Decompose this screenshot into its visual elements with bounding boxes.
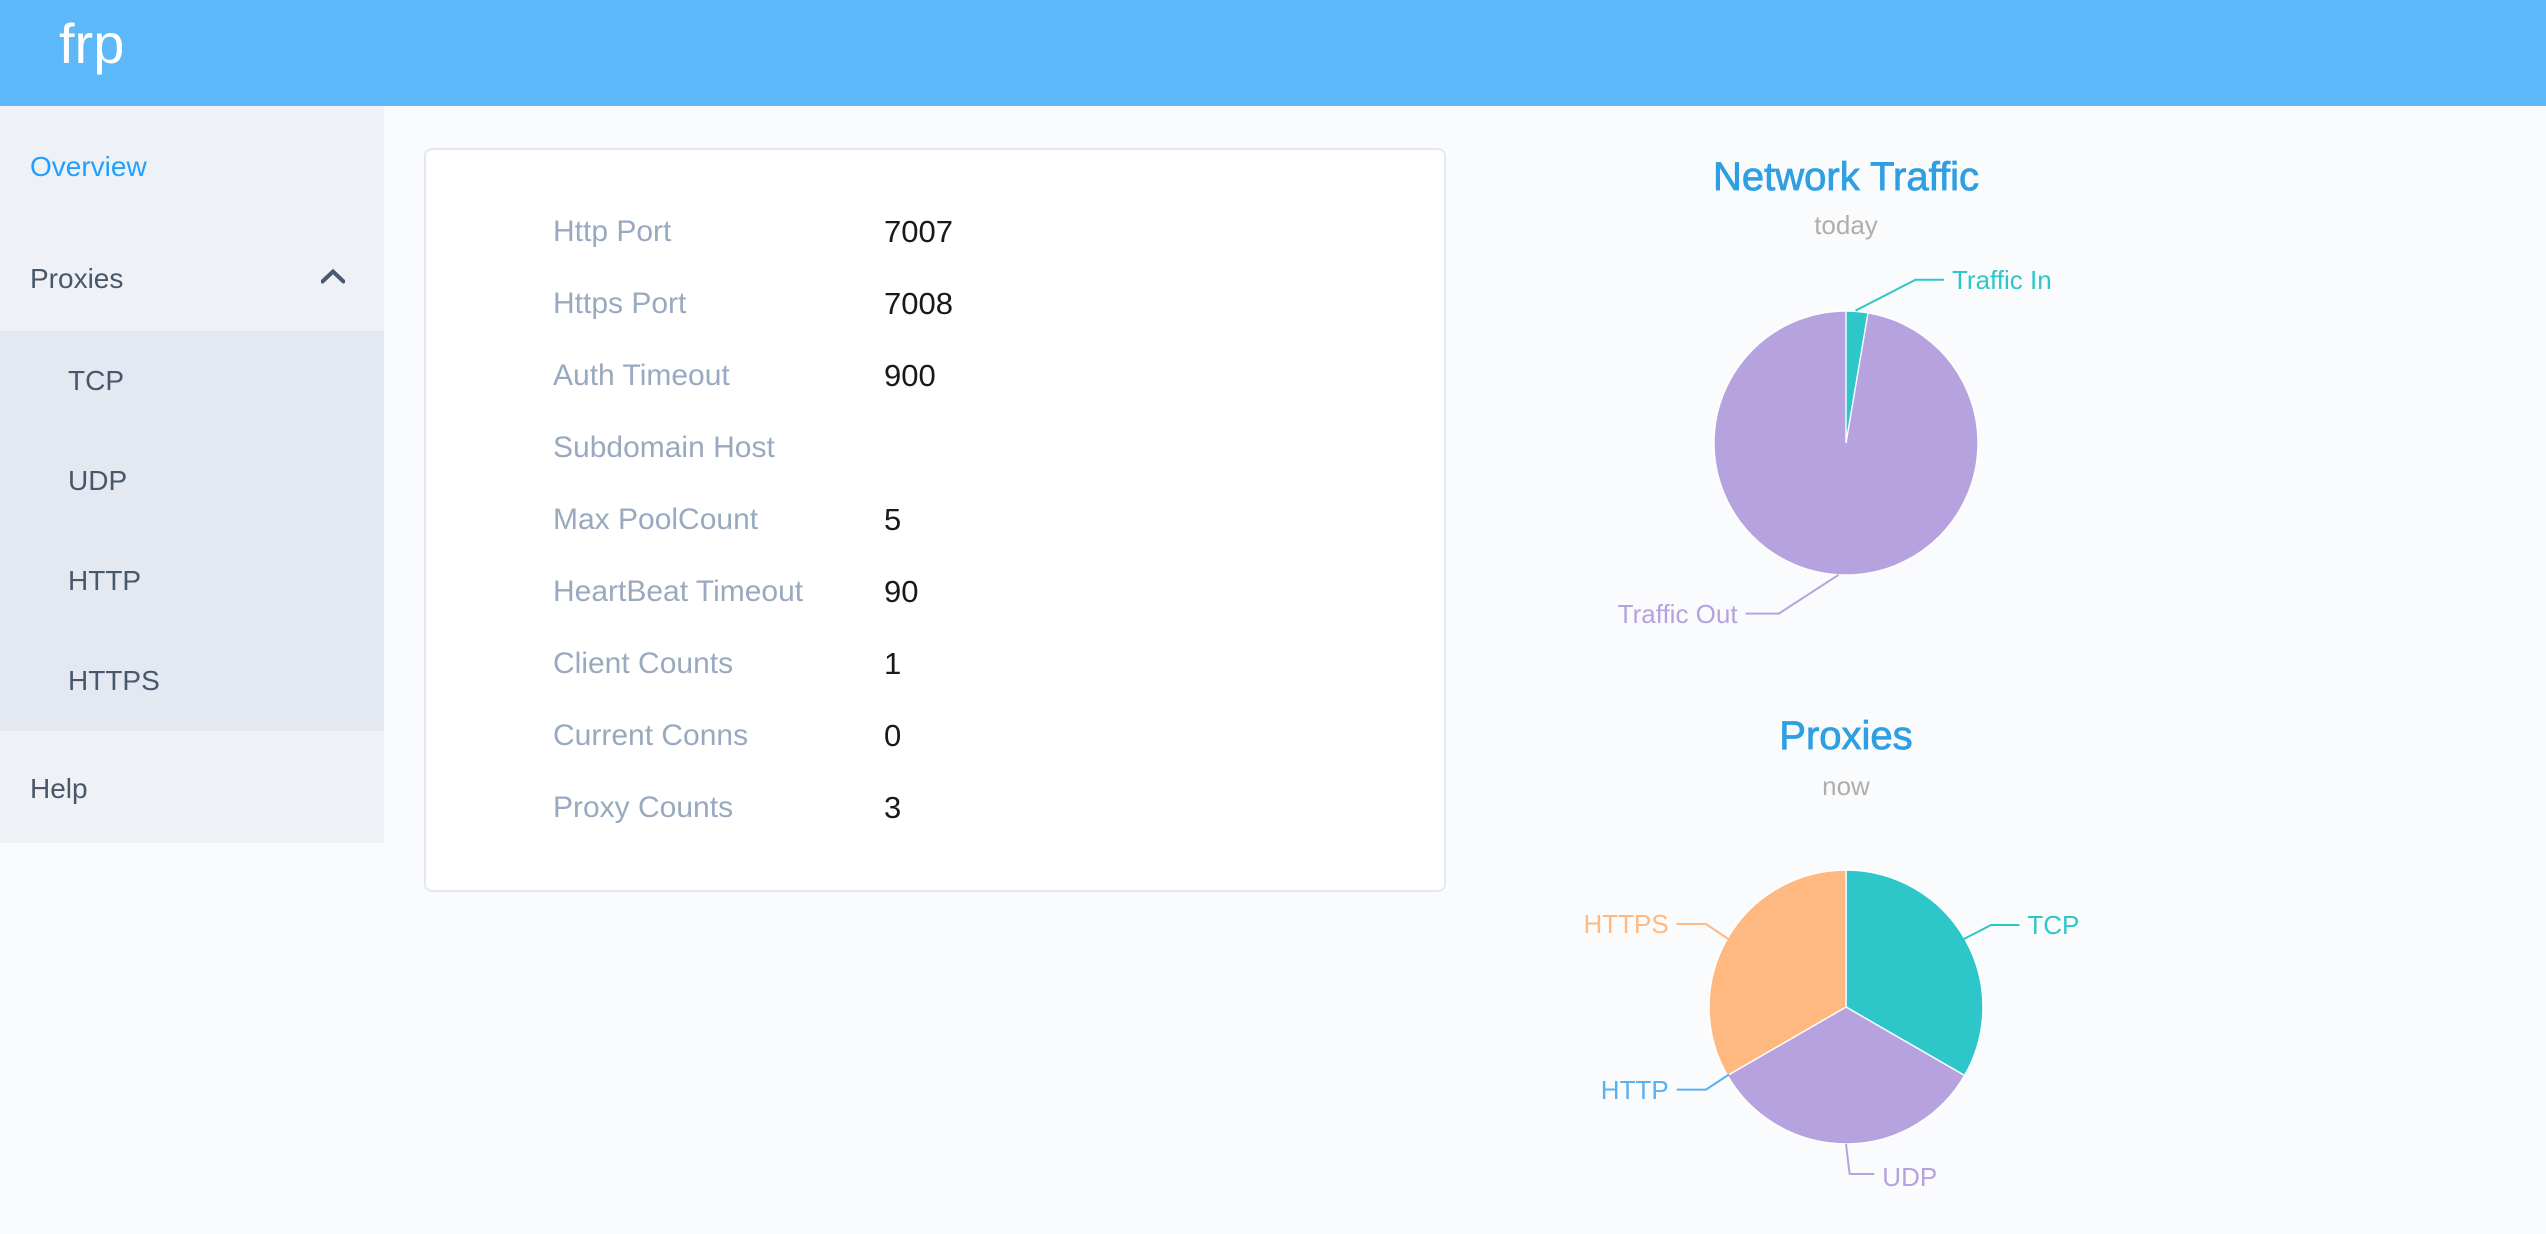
- svg-text:Traffic In: Traffic In: [1952, 265, 2052, 295]
- svg-text:today: today: [1814, 210, 1878, 240]
- svg-text:HTTPS: HTTPS: [1583, 909, 1668, 939]
- svg-text:TCP: TCP: [2027, 910, 2079, 940]
- svg-text:Proxies: Proxies: [1779, 714, 1912, 758]
- svg-text:HTTP: HTTP: [1601, 1075, 1669, 1105]
- svg-text:Network Traffic: Network Traffic: [1713, 155, 1979, 199]
- svg-text:UDP: UDP: [1882, 1162, 1937, 1192]
- svg-text:Traffic Out: Traffic Out: [1618, 599, 1739, 629]
- svg-text:now: now: [1822, 771, 1870, 801]
